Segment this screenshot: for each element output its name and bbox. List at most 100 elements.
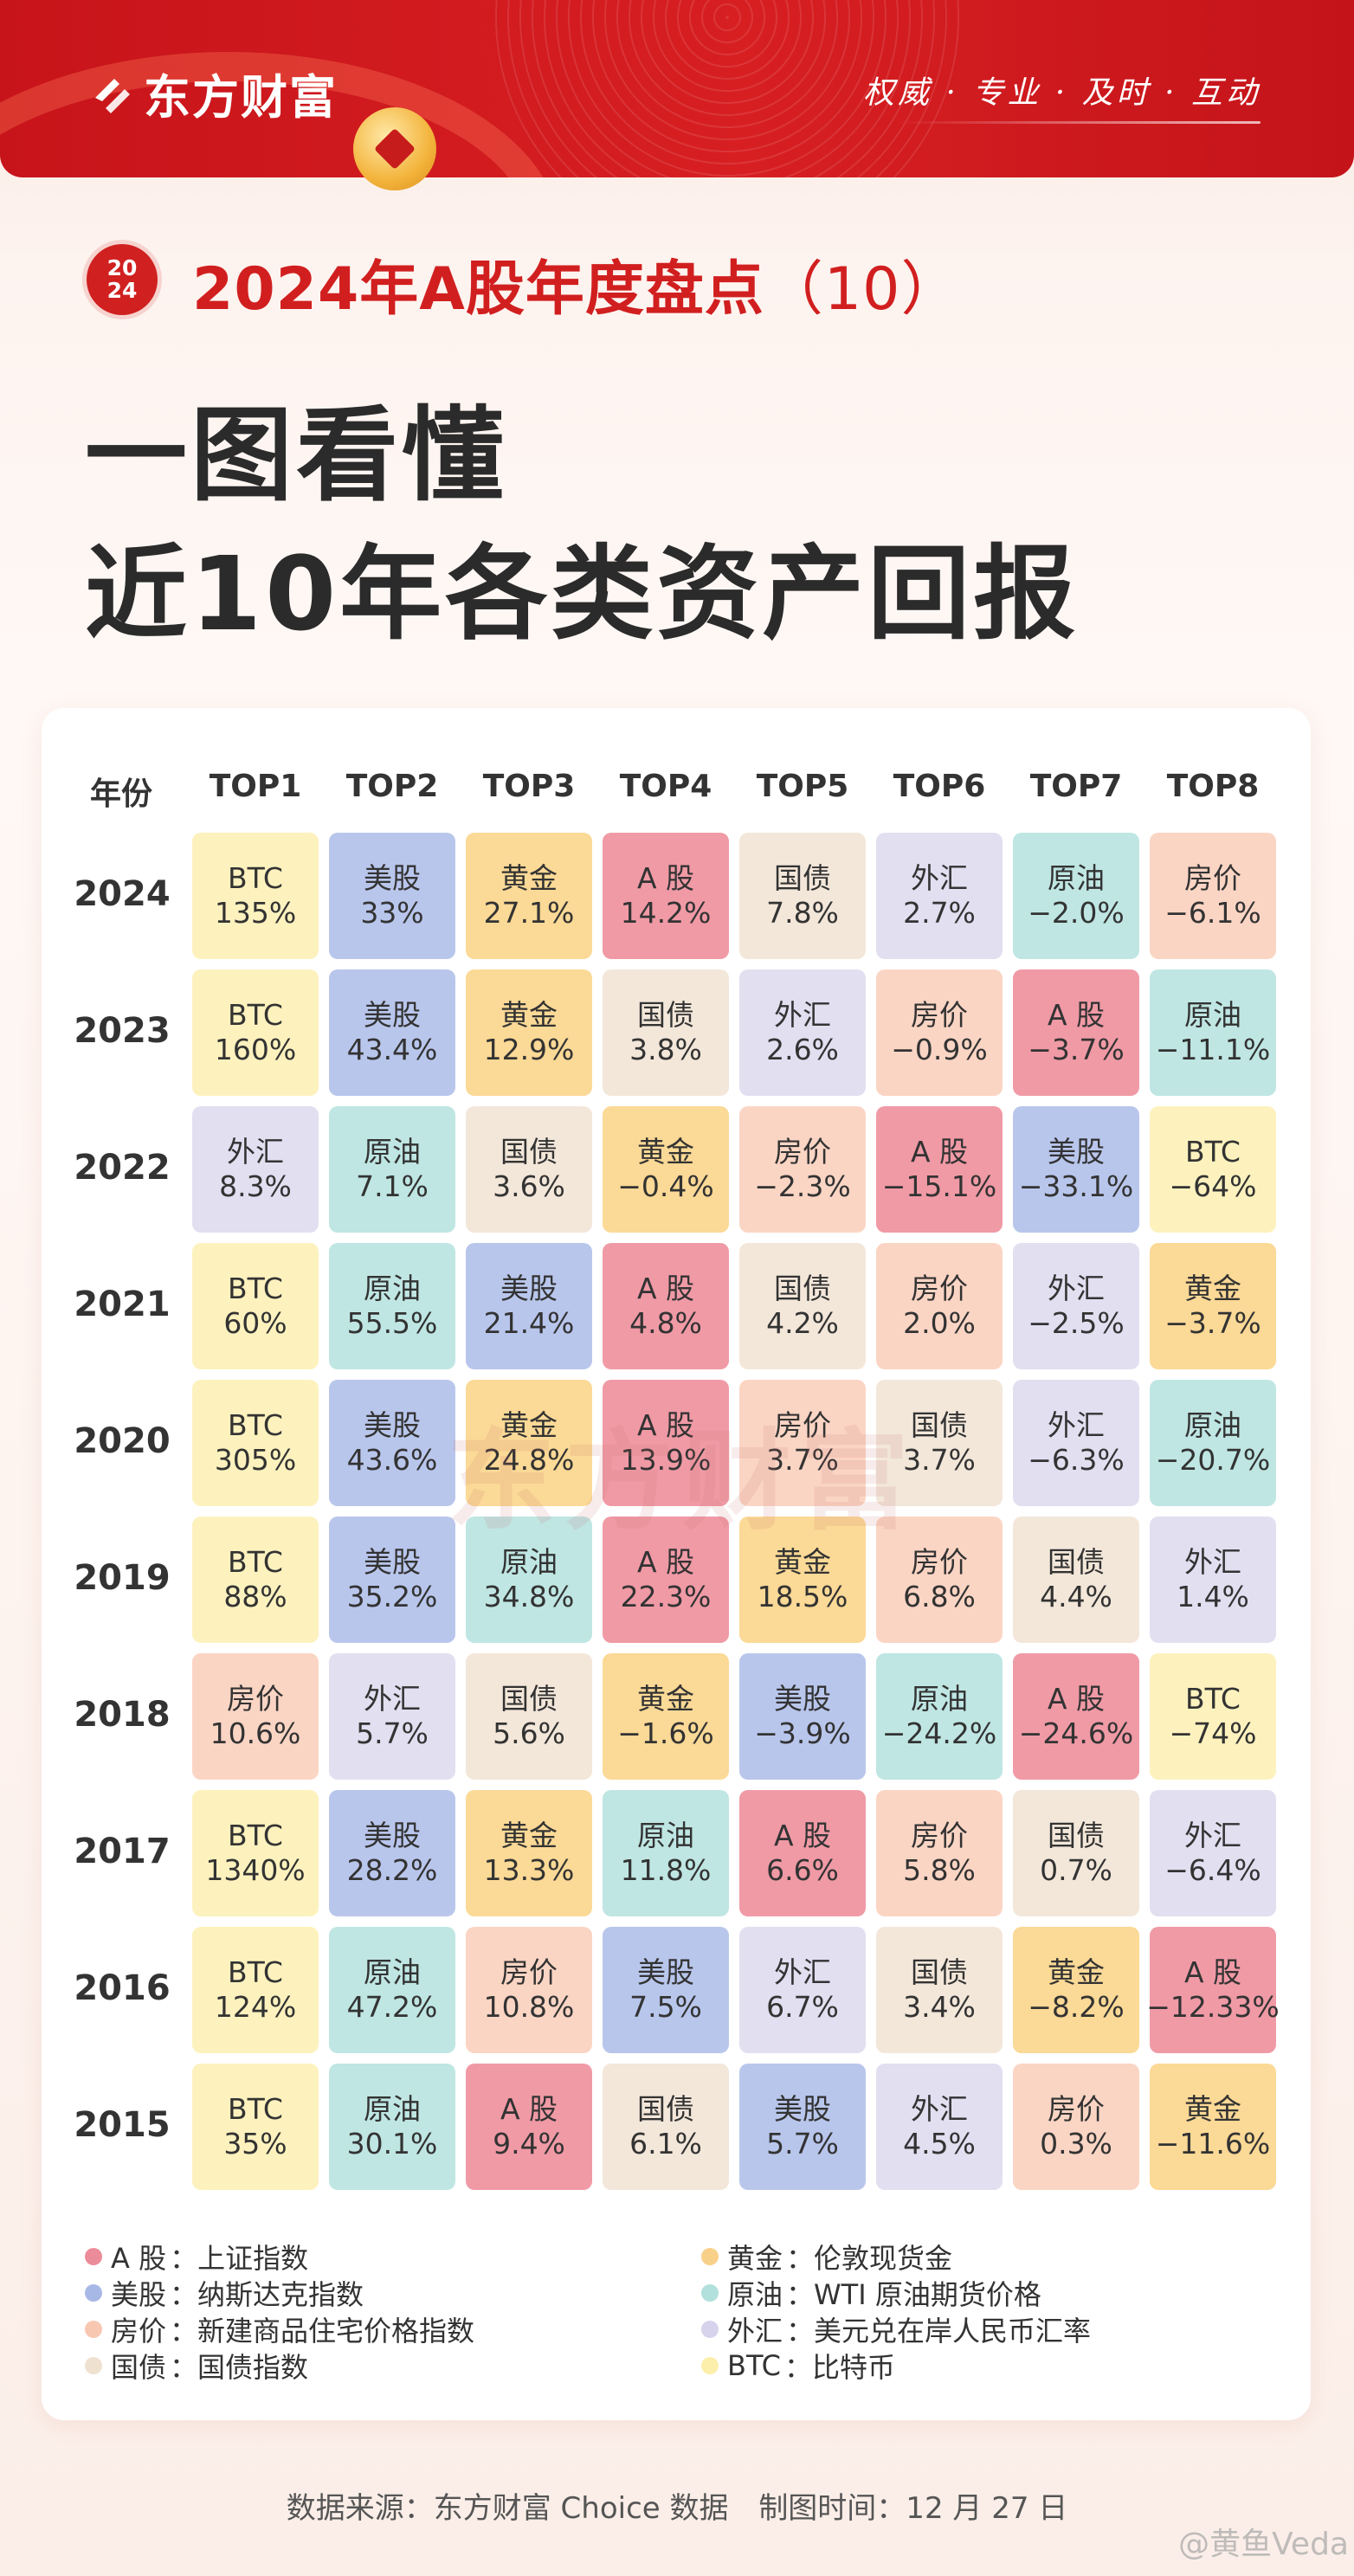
legend-dot-icon [701,2248,719,2265]
table-cell: 外汇 8.3% [192,1106,319,1233]
cell-asset: 原油 [500,1545,558,1579]
table-cell: 美股 5.7% [739,2064,866,2190]
legend-description: ：比特币 [783,2351,895,2384]
table-cell: 美股 35.2% [329,1517,455,1643]
cell-return: −2.5% [1028,1306,1125,1340]
cell-asset: 外汇 [1048,1408,1105,1442]
legend-description: ：上证指数 [170,2242,309,2275]
subtitle-main: 2024年A股年度盘点 [192,255,764,324]
table-cell: A 股 4.8% [603,1243,729,1369]
headline-line1: 一图看懂 [85,396,508,515]
cell-return: 8.3% [219,1169,292,1203]
legend-dot-icon [701,2357,719,2374]
table-cell: 美股 21.4% [466,1243,592,1369]
cell-return: 12.9% [483,1033,575,1066]
cell-return: 21.4% [483,1306,575,1340]
brand-logo[interactable]: 东方财富 [90,59,338,127]
cell-return: 14.2% [620,896,712,930]
cell-asset: 国债 [1048,1545,1105,1579]
cell-return: −1.6% [617,1716,714,1750]
cell-asset: 美股 [1048,1135,1105,1169]
table-cell: 原油 11.8% [603,1790,729,1916]
cell-asset: 国债 [911,1955,968,1989]
cell-return: 6.1% [629,2127,702,2161]
footer-note: 数据来源：东方财富 Choice 数据 制图时间：12 月 27 日 [0,2484,1354,2527]
table-cell: 美股 7.5% [603,1927,729,2053]
table-cell: 房价 0.3% [1013,2064,1139,2190]
row-year-2019: 2019 [74,1558,171,1598]
legend-dot-icon [85,2248,102,2265]
table-cell: 房价 −6.1% [1150,833,1276,959]
cell-return: 5.7% [356,1716,429,1750]
subtitle-paren-close: ） [900,255,961,324]
cell-asset: 房价 [500,1955,558,1989]
cell-return: 4.2% [766,1306,839,1340]
cell-return: 2.0% [903,1306,976,1340]
table-cell: 外汇 2.7% [876,833,1003,959]
cell-return: −2.0% [1028,896,1125,930]
cell-return: 0.3% [1040,2127,1112,2161]
cell-return: 18.5% [757,1580,848,1613]
cell-asset: BTC [228,1408,283,1442]
cell-asset: BTC [1185,1682,1241,1716]
table-cell: 外汇 −6.4% [1150,1790,1276,1916]
cell-asset: 黄金 [1184,1272,1241,1305]
cell-return: −6.4% [1164,1853,1261,1887]
cell-return: −6.1% [1164,896,1261,930]
cell-return: 13.3% [483,1853,575,1887]
legend-description: ：纳斯达克指数 [170,2278,364,2311]
legend-asset: A 股 [111,2242,167,2275]
cell-return: 6.8% [903,1580,976,1613]
cell-return: −74% [1169,1716,1257,1750]
cell-return: 3.7% [903,1443,976,1477]
column-header-top5: TOP5 [756,769,849,804]
cell-return: 6.7% [766,1990,839,2024]
legend-description: ：美元兑在岸人民币汇率 [786,2315,1092,2347]
column-header-top6: TOP6 [893,769,986,804]
cell-return: 3.6% [493,1169,565,1203]
legend-item: 黄金 ：伦敦现货金 [701,2237,952,2277]
cell-return: 24.8% [483,1443,575,1477]
cell-return: 135% [214,896,297,930]
cell-asset: BTC [228,1545,283,1579]
legend-item: 原油 ：WTI 原油期货价格 [701,2273,1041,2313]
row-year-2023: 2023 [74,1011,171,1051]
cell-return: −3.9% [754,1716,851,1750]
cell-asset: A 股 [1047,998,1106,1032]
row-year-2024: 2024 [74,874,171,914]
cell-return: 22.3% [620,1580,712,1613]
table-cell: 原油 −20.7% [1150,1380,1276,1506]
year-badge-top: 20 [106,255,138,280]
table-cell: 国债 3.4% [876,1927,1003,2053]
legend-asset: 房价 [111,2315,167,2347]
cell-return: 4.4% [1040,1580,1112,1613]
slogan-underline [897,121,1261,124]
cell-return: 4.8% [629,1306,702,1340]
table-cell: BTC −64% [1150,1106,1276,1233]
cell-asset: 美股 [364,1545,421,1579]
cell-return: 27.1% [483,896,575,930]
cell-asset: 房价 [774,1408,831,1442]
cell-return: 1340% [205,1853,306,1887]
table-cell: 房价 10.6% [192,1653,319,1780]
cell-asset: 外汇 [774,998,831,1032]
row-year-2016: 2016 [74,1968,171,2008]
cell-return: 0.7% [1040,1853,1112,1887]
cell-return: 7.5% [629,1990,702,2024]
table-cell: 国债 6.1% [603,2064,729,2190]
cell-return: 5.7% [766,2127,839,2161]
table-cell: 国债 4.4% [1013,1517,1139,1643]
cell-return: 5.6% [493,1716,565,1750]
cell-asset: A 股 [636,1272,695,1305]
cell-return: 11.8% [620,1853,712,1887]
row-year-2020: 2020 [74,1421,171,1461]
row-year-2021: 2021 [74,1285,171,1324]
cell-return: 43.6% [346,1443,438,1477]
table-cell: 黄金 13.3% [466,1790,592,1916]
table-cell: 美股 28.2% [329,1790,455,1916]
table-cell: 原油 −11.1% [1150,969,1276,1096]
column-header-top3: TOP3 [482,769,576,804]
cell-return: 33% [360,896,424,930]
cell-return: 7.1% [356,1169,429,1203]
table-cell: A 股 14.2% [603,833,729,959]
